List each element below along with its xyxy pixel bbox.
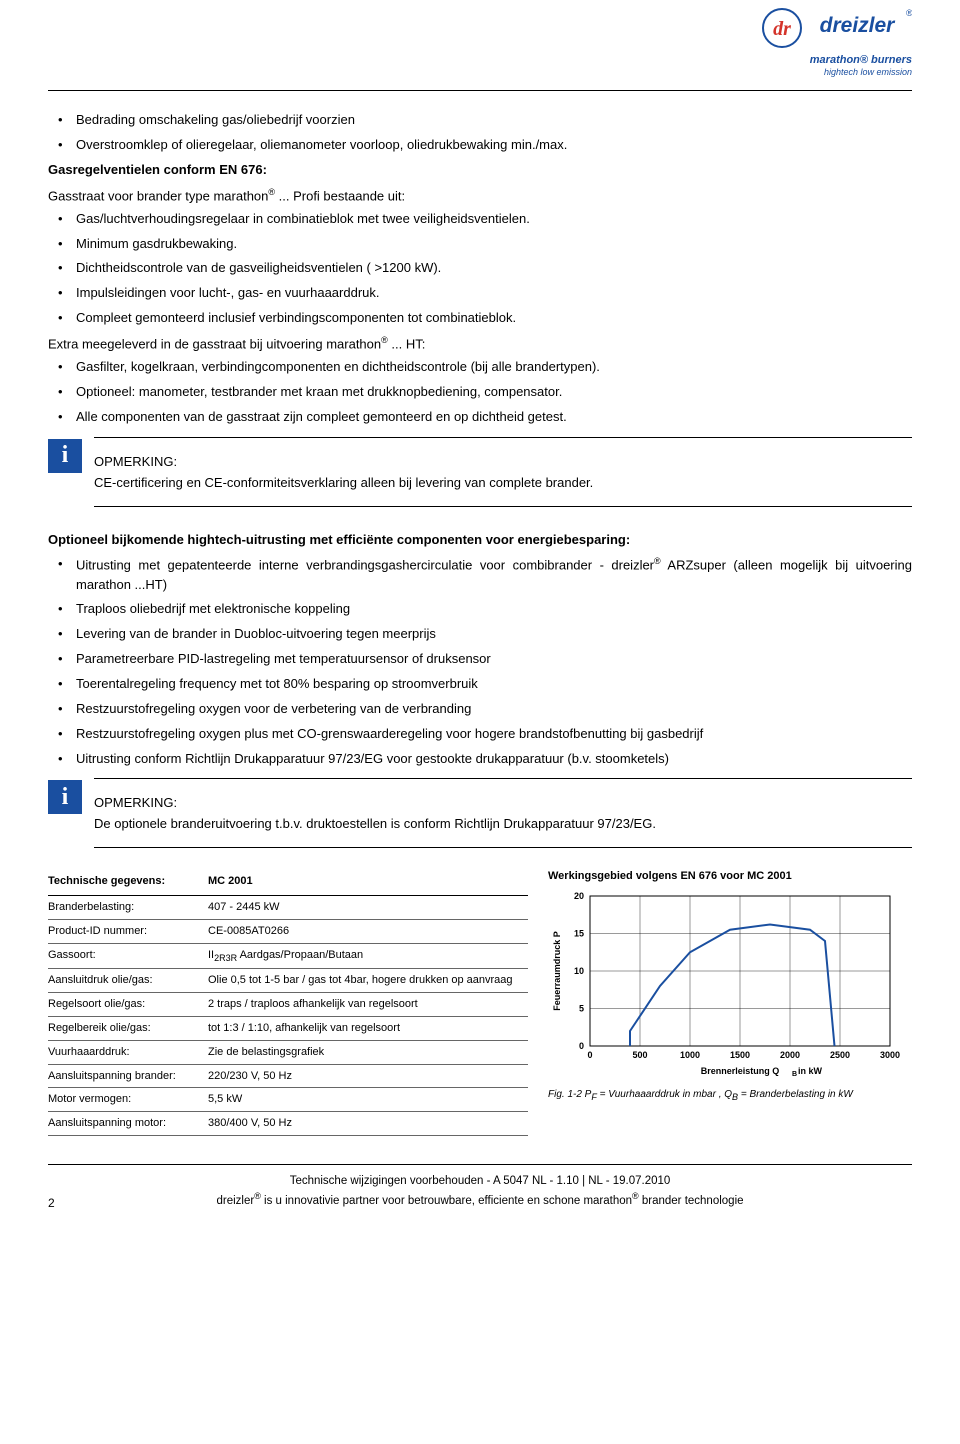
chart-caption: Fig. 1-2 PF = Vuurhaaarddruk in mbar , Q… (548, 1089, 912, 1102)
brand-logo: dr dreizler ® marathon® burners hightech… (762, 8, 912, 77)
spec-row-value: 220/230 V, 50 Hz (208, 1064, 528, 1088)
bullet-item: Bedrading omschakeling gas/oliebedrijf v… (76, 111, 912, 130)
svg-text:3000: 3000 (880, 1050, 900, 1060)
svg-text:0: 0 (587, 1050, 592, 1060)
logo-tagline-2: hightech low emission (762, 67, 912, 77)
bullet-item: Alle componenten van de gasstraat zijn c… (76, 408, 912, 427)
spec-row-label: Aansluitspanning motor: (48, 1112, 208, 1136)
optional-bullets: Uitrusting met gepatenteerde interne ver… (48, 555, 912, 768)
svg-text:Brennerleistung Q: Brennerleistung Q (701, 1066, 780, 1076)
logo-tagline-1: marathon® burners (762, 54, 912, 66)
intro-bullets: Bedrading omschakeling gas/oliebedrijf v… (48, 111, 912, 155)
spec-row-value: 2 traps / traploos afhankelijk van regel… (208, 993, 528, 1017)
extra-intro: Extra meegeleverd in de gasstraat bij ui… (48, 334, 912, 354)
svg-text:®: ® (906, 8, 912, 18)
note-heading: OPMERKING: (94, 795, 912, 810)
page-number: 2 (48, 1196, 55, 1210)
footer-line-1: Technische wijzigingen voorbehouden - A … (48, 1173, 912, 1190)
note-body: De optionele branderuitvoering t.b.v. dr… (94, 816, 912, 831)
svg-text:0: 0 (579, 1041, 584, 1051)
spec-row-value: 407 - 2445 kW (208, 896, 528, 920)
spec-row-value: Zie de belastingsgrafiek (208, 1040, 528, 1064)
spec-row-value: 5,5 kW (208, 1088, 528, 1112)
bullet-item: Uitrusting conform Richtlijn Drukapparat… (76, 750, 912, 769)
svg-text:1000: 1000 (680, 1050, 700, 1060)
svg-text:1500: 1500 (730, 1050, 750, 1060)
spec-row-label: Gassoort: (48, 943, 208, 968)
bullet-item: Restzuurstofregeling oxygen plus met CO-… (76, 725, 912, 744)
bullet-item: Restzuurstofregeling oxygen voor de verb… (76, 700, 912, 719)
svg-text:dreizler: dreizler (820, 14, 897, 37)
spec-row-value: II2R3R Aardgas/Propaan/Butaan (208, 943, 528, 968)
info-icon: i (48, 780, 82, 814)
page-footer: Technische wijzigingen voorbehouden - A … (48, 1164, 912, 1210)
bullet-item: Optioneel: manometer, testbrander met kr… (76, 383, 912, 402)
svg-text:B: B (792, 1071, 797, 1078)
note-block-1: i OPMERKING: CE-certificering en CE-conf… (48, 437, 912, 507)
gas-line-intro: Gasstraat voor brander type marathon® ..… (48, 186, 912, 206)
footer-line-2: dreizler® is u innovativie partner voor … (48, 1190, 912, 1210)
svg-text:5: 5 (579, 1004, 584, 1014)
spec-header-label: Technische gegevens: (48, 870, 208, 895)
svg-text:Feuerraumdruck P: Feuerraumdruck P (552, 932, 562, 1012)
bullet-item: Overstroomklep of olieregelaar, oliemano… (76, 136, 912, 155)
spec-row-label: Motor vermogen: (48, 1088, 208, 1112)
spec-row-label: Aansluitdruk olie/gas: (48, 969, 208, 993)
bullet-item: Uitrusting met gepatenteerde interne ver… (76, 555, 912, 594)
spec-row-label: Vuurhaaarddruk: (48, 1040, 208, 1064)
working-range-chart: Werkingsgebied volgens EN 676 voor MC 20… (548, 870, 912, 1102)
spec-row-label: Branderbelasting: (48, 896, 208, 920)
spec-header-value: MC 2001 (208, 870, 528, 895)
bullet-item: Toerentalregeling frequency met tot 80% … (76, 675, 912, 694)
spec-row-label: Product-ID nummer: (48, 920, 208, 944)
bullet-item: Parametreerbare PID-lastregeling met tem… (76, 650, 912, 669)
bullet-item: Compleet gemonteerd inclusief verbinding… (76, 309, 912, 328)
spec-row-label: Regelsoort olie/gas: (48, 993, 208, 1017)
spec-row-label: Regelbereik olie/gas: (48, 1016, 208, 1040)
svg-text:500: 500 (632, 1050, 647, 1060)
svg-text:in kW: in kW (798, 1066, 823, 1076)
note-heading: OPMERKING: (94, 454, 912, 469)
bullet-item: Levering van de brander in Duobloc-uitvo… (76, 625, 912, 644)
gas-valve-heading: Gasregelventielen conform EN 676: (48, 161, 912, 180)
bullet-item: Gas/luchtverhoudingsregelaar in combinat… (76, 210, 912, 229)
spec-row-label: Aansluitspanning brander: (48, 1064, 208, 1088)
chart-title: Werkingsgebied volgens EN 676 voor MC 20… (548, 870, 912, 882)
bullet-item: Minimum gasdrukbewaking. (76, 235, 912, 254)
svg-text:2000: 2000 (780, 1050, 800, 1060)
spec-table: Technische gegevens: MC 2001 Branderbela… (48, 870, 528, 1136)
bullet-item: Traploos oliebedrijf met elektronische k… (76, 600, 912, 619)
bullet-item: Impulsleidingen voor lucht-, gas- en vuu… (76, 284, 912, 303)
spec-row-value: tot 1:3 / 1:10, afhankelijk van regelsoo… (208, 1016, 528, 1040)
bullet-item: Gasfilter, kogelkraan, verbindingcompone… (76, 358, 912, 377)
gas-profi-bullets: Gas/luchtverhoudingsregelaar in combinat… (48, 210, 912, 328)
svg-text:10: 10 (574, 966, 584, 976)
spec-row-value: 380/400 V, 50 Hz (208, 1112, 528, 1136)
note-body: CE-certificering en CE-conformiteitsverk… (94, 475, 912, 490)
spec-row-value: CE-0085AT0266 (208, 920, 528, 944)
svg-text:2500: 2500 (830, 1050, 850, 1060)
bullet-item: Dichtheidscontrole van de gasveiligheids… (76, 259, 912, 278)
info-icon: i (48, 439, 82, 473)
svg-text:20: 20 (574, 891, 584, 901)
svg-text:dr: dr (773, 18, 791, 40)
spec-row-value: Olie 0,5 tot 1-5 bar / gas tot 4bar, hog… (208, 969, 528, 993)
extra-bullets: Gasfilter, kogelkraan, verbindingcompone… (48, 358, 912, 427)
svg-text:15: 15 (574, 929, 584, 939)
note-block-2: i OPMERKING: De optionele branderuitvoer… (48, 778, 912, 848)
top-divider (48, 90, 912, 91)
optional-heading: Optioneel bijkomende hightech-uitrusting… (48, 531, 912, 550)
